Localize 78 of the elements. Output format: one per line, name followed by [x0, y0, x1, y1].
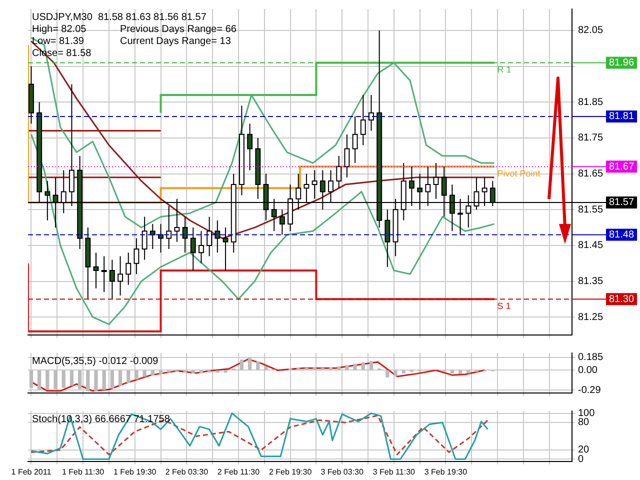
bar — [199, 370, 204, 374]
x-tick-label: 2 Feb 03:30 — [165, 467, 209, 476]
annotation: Previous Days Range= 66 — [120, 24, 237, 35]
bar — [142, 370, 146, 377]
bar — [304, 368, 308, 370]
bar — [86, 370, 90, 392]
bar — [248, 358, 252, 370]
bar — [345, 365, 349, 370]
bar — [62, 370, 66, 388]
y-tick-label: 80 — [578, 417, 590, 428]
bar — [466, 370, 470, 374]
ref-line-label: 81.81 — [609, 111, 634, 122]
bar — [46, 370, 50, 390]
ref-line-label: 81.67 — [609, 161, 634, 172]
bar — [150, 370, 154, 376]
bar — [264, 366, 268, 370]
bar — [224, 370, 228, 373]
y-tick-label: 81.75 — [578, 132, 604, 144]
bar — [328, 367, 333, 370]
bar — [256, 362, 260, 370]
bar — [38, 370, 42, 390]
y-tick-label: 81.85 — [578, 96, 604, 108]
bar — [353, 364, 357, 370]
y-tick-label: 81.65 — [578, 168, 604, 180]
bar — [183, 370, 187, 373]
bar — [29, 370, 34, 388]
y-tick-label: 81.55 — [578, 204, 604, 216]
bar — [337, 366, 341, 370]
x-tick-label: 1 Feb 2011 — [11, 467, 52, 476]
x-tick-label: 3 Feb 03:30 — [320, 467, 364, 476]
bar — [312, 367, 316, 370]
y-tick-label: 0.185 — [578, 352, 604, 364]
bar — [361, 362, 365, 370]
bar — [78, 370, 82, 390]
bar — [54, 370, 58, 390]
y-tick-label: 81.45 — [578, 240, 604, 252]
series-label: R 1 — [497, 64, 512, 75]
y-tick-label: 20 — [578, 444, 590, 456]
bar — [394, 370, 398, 376]
ref-line-label: 81.48 — [609, 229, 634, 240]
bar — [94, 370, 98, 392]
bar — [240, 360, 244, 370]
chart-title: MACD(5,35,5) -0.012 -0.009 — [32, 356, 159, 367]
ref-line-label: 81.57 — [609, 197, 634, 208]
bar — [369, 360, 374, 370]
x-tick-label: 2 Feb 19:30 — [268, 467, 312, 476]
y-tick-label: 81.35 — [578, 276, 604, 288]
bar — [402, 370, 406, 374]
y-tick-label: -0.29 — [578, 384, 602, 396]
bar — [158, 370, 163, 374]
bar — [110, 370, 114, 389]
y-tick-label: 82.05 — [578, 25, 604, 36]
x-tick-label: 3 Feb 11:30 — [372, 467, 416, 476]
x-tick-label: 1 Feb 19:30 — [114, 467, 157, 476]
chart-title: USDJPY,M30 81.58 81.63 81.56 81.57 — [32, 12, 207, 23]
y-tick-label: 100 — [578, 408, 596, 420]
series-label: Pivot Point — [497, 168, 541, 179]
bar — [191, 370, 195, 374]
ref-line-label: 81.96 — [609, 57, 634, 68]
y-tick-label: 81.25 — [578, 312, 604, 323]
bar — [118, 370, 122, 386]
bar — [70, 370, 74, 386]
bar — [126, 370, 130, 383]
x-tick-label: 2 Feb 11:30 — [217, 467, 260, 476]
bar — [216, 370, 220, 373]
ref-line-label: 81.30 — [609, 294, 634, 305]
bar — [386, 370, 390, 378]
annotation: High= 82.05 — [32, 24, 87, 35]
bar — [458, 370, 462, 374]
x-tick-label: 3 Feb 19:30 — [424, 467, 468, 476]
y-tick-label: 0 — [578, 454, 584, 465]
annotation: Current Days Range= 13 — [120, 36, 232, 47]
y-tick-label: 0.00 — [578, 364, 598, 376]
x-tick-label: 1 Feb 11:30 — [62, 467, 105, 476]
series-label: S 1 — [497, 301, 511, 312]
bar — [102, 370, 106, 390]
bar — [134, 370, 138, 380]
bar — [450, 370, 454, 374]
